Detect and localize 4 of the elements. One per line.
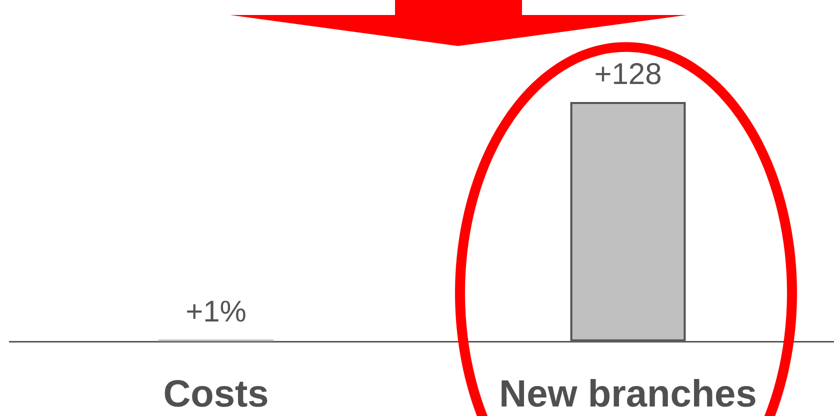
x-tick-label: New branches [499,374,757,416]
data-label: +1% [186,296,246,329]
data-label: +128 [594,58,662,91]
x-tick-label: Costs [163,374,269,416]
